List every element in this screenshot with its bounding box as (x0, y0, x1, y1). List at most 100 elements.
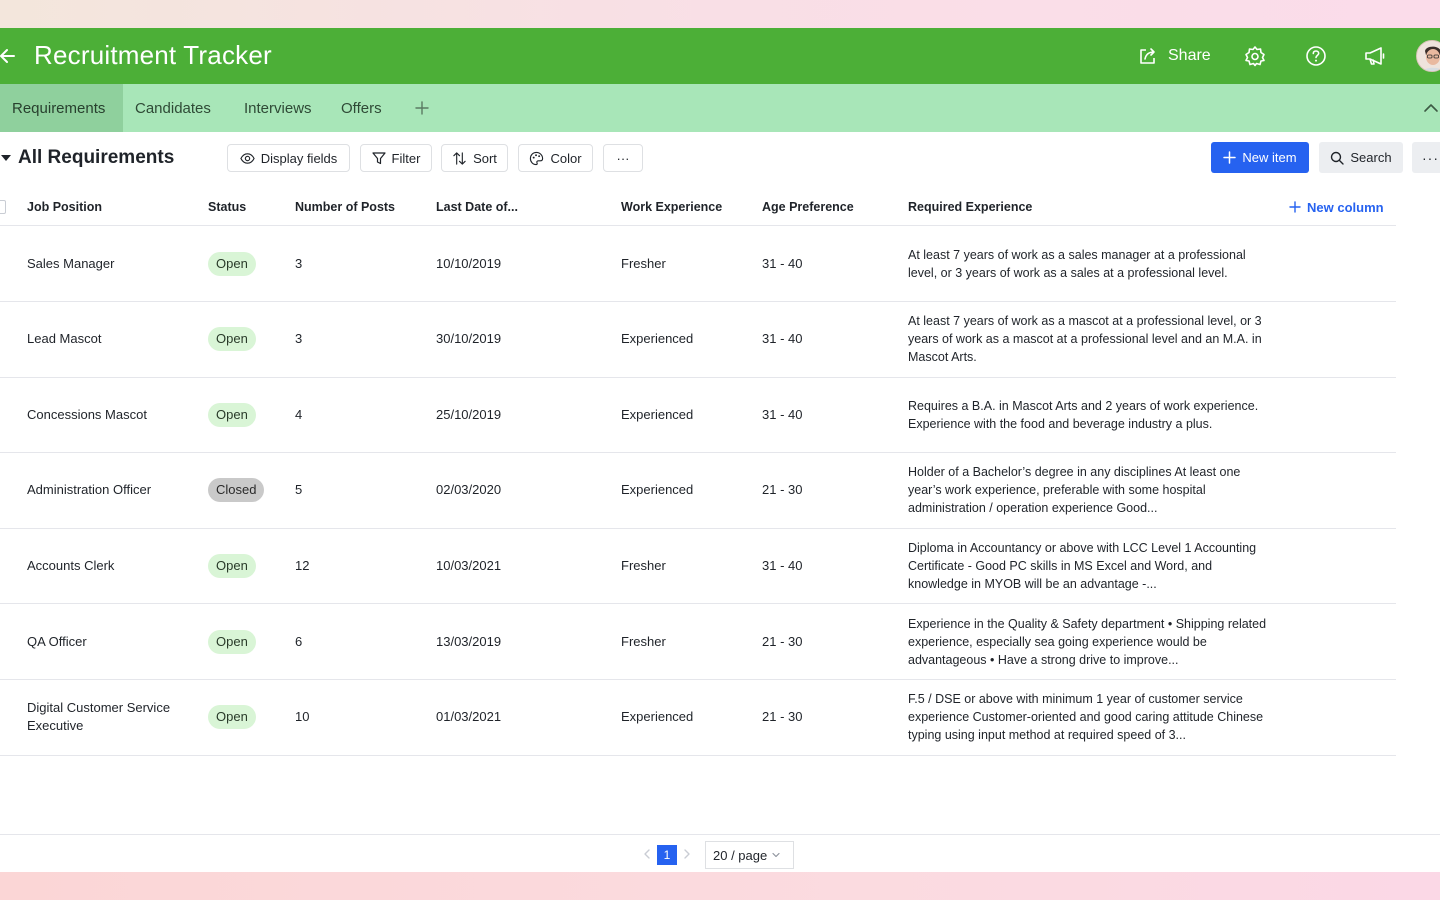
chevron-down-icon (772, 852, 780, 858)
cell-number-of-posts[interactable]: 5 (295, 453, 302, 528)
table-row[interactable]: Administration Officer Closed 5 02/03/2020 E… (0, 453, 1396, 529)
cell-required-experience[interactable]: At least 7 years of work as a sales mana… (908, 226, 1270, 301)
cell-number-of-posts[interactable]: 4 (295, 377, 302, 452)
column-header-job-position[interactable]: Job Position (27, 200, 102, 214)
cell-last-date[interactable]: 10/03/2021 (436, 528, 501, 603)
cell-job-position[interactable]: Administration Officer (27, 453, 197, 528)
new-column-button[interactable]: New column (1289, 188, 1384, 226)
cell-work-experience-text: Fresher (621, 633, 666, 649)
cell-status[interactable]: Open (208, 226, 256, 301)
tab-candidates[interactable]: Candidates (123, 84, 223, 132)
page-size-value: 20 / page (713, 847, 768, 863)
cell-work-experience[interactable]: Fresher (621, 226, 666, 301)
cell-work-experience[interactable]: Experienced (621, 453, 693, 528)
view-more-button[interactable]: ··· (1412, 142, 1440, 173)
cell-required-experience[interactable]: At least 7 years of work as a mascot at … (908, 302, 1270, 377)
cell-job-position[interactable]: Lead Mascot (27, 302, 197, 377)
cell-number-of-posts[interactable]: 3 (295, 226, 302, 301)
page-size-select[interactable]: 20 / page (705, 841, 794, 869)
cell-age-preference[interactable]: 21 - 30 (762, 453, 802, 528)
cell-job-position[interactable]: QA Officer (27, 604, 197, 679)
column-header-age-preference[interactable]: Age Preference (762, 200, 854, 214)
column-header-last-date[interactable]: Last Date of... (436, 200, 518, 214)
tab-requirements[interactable]: Requirements (0, 84, 123, 132)
cell-job-position[interactable]: Accounts Clerk (27, 528, 197, 603)
cell-number-of-posts[interactable]: 12 (295, 528, 309, 603)
cell-required-experience-text: Experience in the Quality & Safety depar… (908, 616, 1267, 667)
color-button[interactable]: Color (518, 144, 593, 172)
tab-offers[interactable]: Offers (329, 84, 394, 132)
cell-work-experience[interactable]: Fresher (621, 528, 666, 603)
avatar[interactable] (1416, 40, 1440, 72)
table-row[interactable]: QA Officer Open 6 13/03/2019 Fresher 21 - 30 E… (0, 604, 1396, 680)
cell-job-position[interactable]: Concessions Mascot (27, 377, 197, 452)
sort-button[interactable]: Sort (441, 144, 508, 172)
cell-age-preference[interactable]: 31 - 40 (762, 302, 802, 377)
search-button[interactable]: Search (1319, 142, 1403, 173)
chevron-right-icon[interactable] (681, 847, 693, 861)
new-item-button[interactable]: New item (1211, 142, 1309, 173)
cell-number-of-posts[interactable]: 6 (295, 604, 302, 679)
cell-required-experience[interactable]: Diploma in Accountancy or above with LCC… (908, 528, 1270, 603)
table-row[interactable]: Lead Mascot Open 3 30/10/2019 Experienced 31 … (0, 302, 1396, 378)
tab-interviews[interactable]: Interviews (232, 84, 324, 132)
cell-number-of-posts[interactable]: 3 (295, 302, 302, 377)
back-arrow-icon[interactable] (0, 44, 20, 68)
cell-job-position[interactable]: Digital Customer Service Executive (27, 680, 197, 755)
column-header-number-of-posts[interactable]: Number of Posts (295, 200, 396, 214)
cell-status[interactable]: Open (208, 604, 256, 679)
view-selector[interactable]: All Requirements (0, 146, 174, 170)
more-icon: ··· (1422, 149, 1439, 166)
cell-last-date[interactable]: 25/10/2019 (436, 377, 501, 452)
toolbar-more-button[interactable]: ··· (603, 144, 643, 172)
cell-work-experience[interactable]: Experienced (621, 377, 693, 452)
cell-age-preference[interactable]: 21 - 30 (762, 680, 802, 755)
status-badge: Open (208, 402, 256, 427)
cell-age-preference[interactable]: 21 - 30 (762, 604, 802, 679)
help-icon[interactable] (1304, 44, 1328, 68)
column-header-required-experience[interactable]: Required Experience (908, 200, 1033, 214)
cell-required-experience[interactable]: Requires a B.A. in Mascot Arts and 2 yea… (908, 377, 1270, 452)
table-row[interactable]: Accounts Clerk Open 12 10/03/2021 Fresher 31 … (0, 528, 1396, 605)
megaphone-icon[interactable] (1363, 44, 1387, 68)
chevron-up-icon[interactable] (1422, 100, 1440, 116)
cell-work-experience[interactable]: Experienced (621, 680, 693, 755)
filter-label: Filter (391, 150, 421, 166)
select-all-checkbox[interactable] (0, 200, 6, 214)
column-header-status[interactable]: Status (208, 200, 247, 214)
cell-work-experience-text: Experienced (621, 331, 694, 347)
cell-required-experience[interactable]: Holder of a Bachelor’s degree in any dis… (908, 453, 1270, 528)
cell-number-of-posts[interactable]: 10 (295, 680, 309, 755)
cell-required-experience[interactable]: Experience in the Quality & Safety depar… (908, 604, 1270, 679)
cell-required-experience[interactable]: F.5 / DSE or above with minimum 1 year o… (908, 680, 1270, 755)
cell-last-date[interactable]: 02/03/2020 (436, 453, 501, 528)
table-row[interactable]: Digital Customer Service Executive Open 10… (0, 680, 1396, 756)
display-fields-button[interactable]: Display fields (227, 144, 350, 172)
cell-status[interactable]: Open (208, 302, 256, 377)
cell-required-experience-text: At least 7 years of work as a mascot at … (908, 314, 1262, 365)
cell-age-preference[interactable]: 31 - 40 (762, 377, 802, 452)
column-header-work-experience[interactable]: Work Experience (621, 200, 723, 214)
cell-age-preference[interactable]: 31 - 40 (762, 226, 802, 301)
cell-last-date[interactable]: 13/03/2019 (436, 604, 501, 679)
cell-job-position[interactable]: Sales Manager (27, 226, 197, 301)
cell-work-experience[interactable]: Experienced (621, 302, 693, 377)
cell-work-experience[interactable]: Fresher (621, 604, 666, 679)
cell-status[interactable]: Open (208, 528, 256, 603)
share-button[interactable]: Share (1138, 44, 1211, 68)
filter-button[interactable]: Filter (360, 144, 432, 172)
cell-last-date[interactable]: 10/10/2019 (436, 226, 501, 301)
cell-last-date[interactable]: 01/03/2021 (436, 680, 501, 755)
chevron-left-icon[interactable] (641, 847, 653, 861)
cell-status[interactable]: Closed (208, 453, 265, 528)
add-tab-icon[interactable] (412, 98, 432, 118)
table-row[interactable]: Sales Manager Open 3 10/10/2019 Fresher 31 - … (0, 226, 1396, 302)
page-number-button[interactable]: 1 (657, 845, 677, 865)
cell-number-of-posts-text: 10 (295, 709, 310, 725)
cell-status[interactable]: Open (208, 680, 256, 755)
cell-last-date[interactable]: 30/10/2019 (436, 302, 501, 377)
table-row[interactable]: Concessions Mascot Open 4 25/10/2019 Experie… (0, 377, 1396, 454)
cell-age-preference[interactable]: 31 - 40 (762, 528, 802, 603)
settings-icon[interactable] (1243, 44, 1267, 68)
cell-status[interactable]: Open (208, 377, 256, 452)
